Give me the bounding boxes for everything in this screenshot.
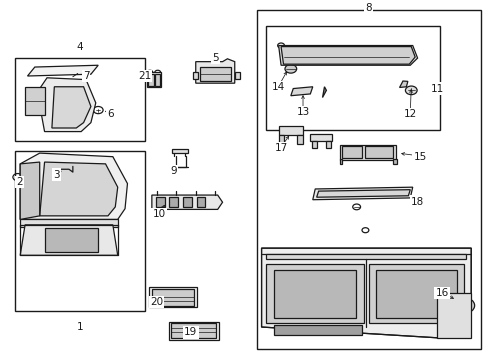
Polygon shape [195,59,234,83]
Text: 9: 9 [170,166,177,176]
Bar [273,270,355,318]
Polygon shape [37,78,96,132]
Polygon shape [44,228,98,252]
Polygon shape [368,264,463,323]
Text: 1: 1 [77,322,83,332]
Polygon shape [199,67,230,81]
Polygon shape [322,87,326,98]
Text: 16: 16 [434,288,447,298]
Text: 20: 20 [150,297,163,307]
Polygon shape [20,225,118,255]
Circle shape [452,298,474,314]
Text: 14: 14 [271,82,285,92]
Circle shape [352,204,360,210]
Text: 18: 18 [410,197,424,207]
Bar [15,151,144,311]
Polygon shape [27,65,98,76]
Text: 4: 4 [77,42,83,52]
Text: 17: 17 [274,143,287,153]
Polygon shape [278,126,303,135]
Polygon shape [261,248,470,338]
Circle shape [434,302,463,323]
Polygon shape [392,159,396,164]
Text: 5: 5 [211,53,218,63]
Text: 21: 21 [138,71,151,81]
Text: 15: 15 [412,152,426,162]
Circle shape [285,64,296,73]
Bar [172,149,188,153]
Polygon shape [20,220,118,226]
Bar [147,72,160,87]
Text: 8: 8 [365,3,371,13]
Polygon shape [310,134,331,141]
Polygon shape [20,153,127,220]
Polygon shape [52,87,91,128]
Text: 12: 12 [403,109,416,119]
Polygon shape [152,195,222,210]
Circle shape [13,174,22,181]
Circle shape [405,86,416,95]
Polygon shape [266,253,466,259]
Bar [196,197,205,207]
Text: 13: 13 [296,107,309,117]
Polygon shape [311,141,316,148]
Polygon shape [339,145,395,160]
Bar [148,74,154,86]
Bar [266,26,439,130]
Circle shape [155,70,160,75]
Polygon shape [40,162,118,216]
Text: 6: 6 [107,109,114,119]
Text: 10: 10 [152,209,165,219]
Polygon shape [168,321,219,339]
Text: 19: 19 [184,327,197,337]
Bar [375,270,456,318]
Circle shape [147,70,153,75]
Circle shape [277,43,284,48]
Polygon shape [290,87,312,96]
Bar [234,72,239,79]
Polygon shape [365,146,392,158]
Polygon shape [281,46,414,64]
Polygon shape [436,293,470,338]
Bar [193,72,198,79]
Bar [256,10,480,348]
Text: 11: 11 [429,84,443,94]
Text: 3: 3 [53,170,60,180]
Polygon shape [20,162,40,220]
Circle shape [439,306,458,320]
Bar [183,197,191,207]
Bar [169,197,178,207]
Text: 2: 2 [16,177,22,187]
Bar [15,58,144,140]
Polygon shape [266,264,363,323]
Bar [155,74,159,86]
Polygon shape [25,87,44,116]
Polygon shape [399,81,407,87]
Text: 7: 7 [82,71,89,81]
Circle shape [71,166,79,172]
Polygon shape [273,325,361,335]
Polygon shape [171,323,216,338]
Polygon shape [278,135,283,144]
Polygon shape [341,146,361,158]
Polygon shape [278,45,417,65]
Bar [149,287,197,307]
Bar [156,197,164,207]
Polygon shape [312,187,412,200]
Polygon shape [297,135,303,144]
Polygon shape [339,159,341,164]
Polygon shape [326,141,330,148]
Circle shape [361,228,368,233]
Bar [152,289,193,306]
Polygon shape [316,190,409,197]
